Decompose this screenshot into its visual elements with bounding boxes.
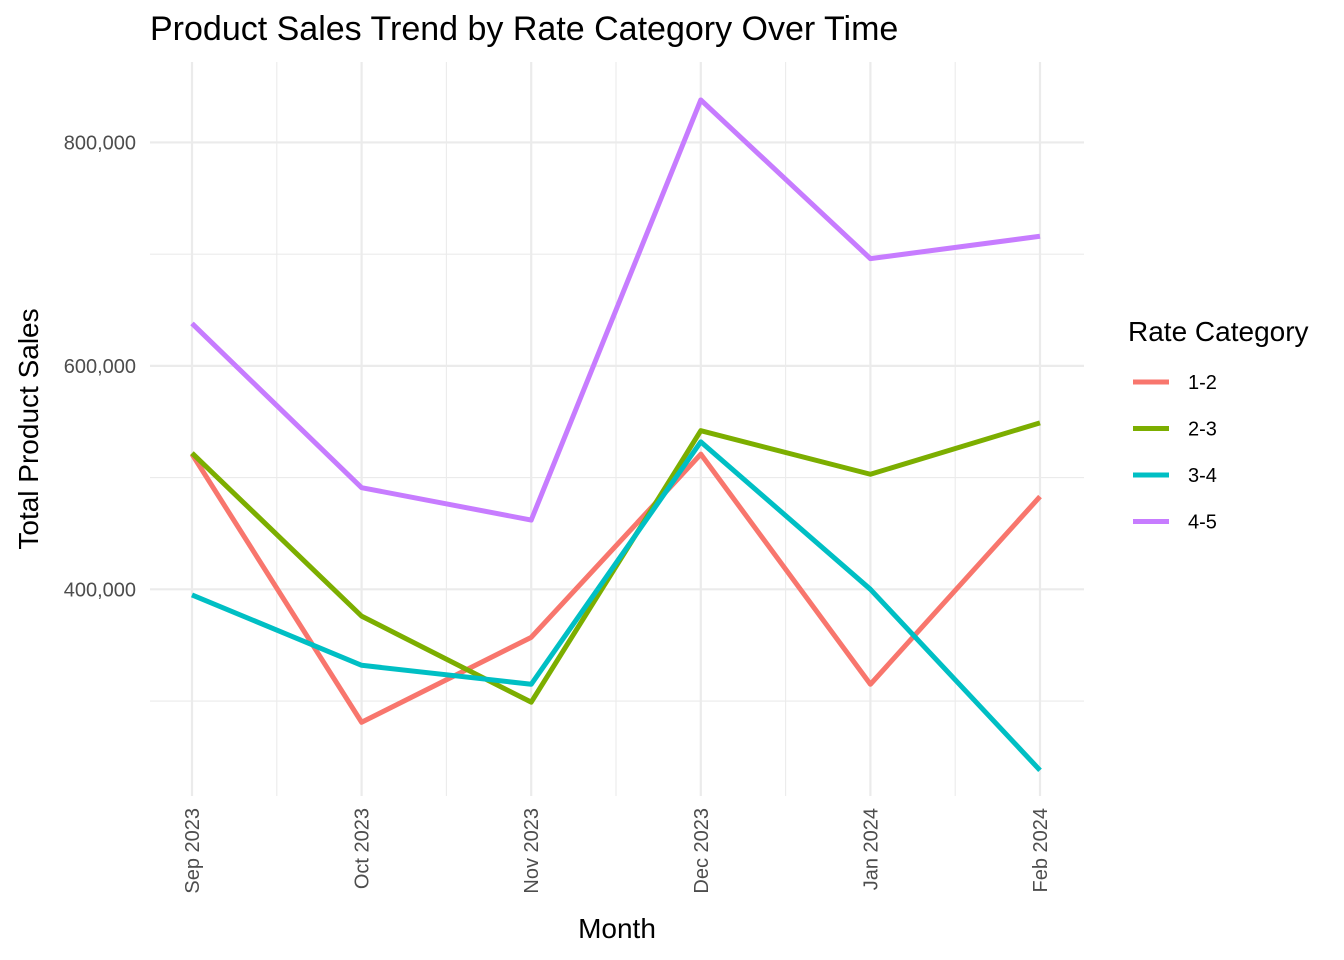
series-line-4-5 [190,97,1041,523]
series-line-1-2 [189,451,1042,725]
legend-label-2-3: 2-3 [1188,419,1217,441]
legend: Rate Category 1-2 2-3 3-4 4-5 [1128,316,1309,534]
chart-title: Product Sales Trend by Rate Category Ove… [150,10,898,48]
legend-label-3-4: 3-4 [1188,465,1217,487]
x-tick-label: Nov 2023 [521,808,543,894]
x-axis-ticks: Sep 2023 Oct 2023 Nov 2023 Dec 2023 Jan 2024… [182,808,1052,894]
x-tick-label: Oct 2023 [352,808,374,889]
y-axis-title: Total Product Sales [13,308,44,549]
legend-label-4-5: 4-5 [1188,512,1217,534]
x-tick-label: Sep 2023 [182,808,204,894]
legend-title: Rate Category [1128,316,1309,347]
y-axis-ticks: 400,000 600,000 800,000 [64,132,136,601]
y-tick-label: 800,000 [64,132,136,154]
y-tick-label: 400,000 [64,579,136,601]
legend-label-1-2: 1-2 [1188,372,1217,394]
series-lines [189,97,1042,773]
y-tick-label: 600,000 [64,356,136,378]
x-tick-label: Dec 2023 [691,808,713,894]
x-axis-title: Month [578,913,656,944]
series-line-3-4 [191,439,1042,773]
grid [150,62,1084,796]
x-tick-label: Jan 2024 [860,808,882,890]
x-tick-label: Feb 2024 [1030,808,1052,893]
